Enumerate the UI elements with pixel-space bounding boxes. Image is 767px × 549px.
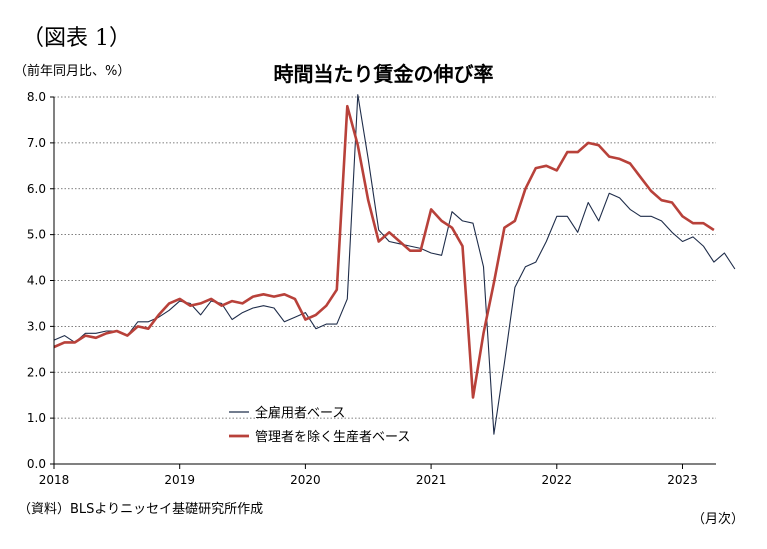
source-note: （資料）BLSよりニッセイ基礎研究所作成 — [18, 502, 264, 517]
y-tick-label: 4.0 — [27, 274, 46, 288]
series-lines — [53, 94, 736, 435]
grid-lines — [50, 96, 716, 465]
y-tick-label: 7.0 — [27, 136, 46, 150]
x-tick-label: 2019 — [164, 473, 195, 487]
y-tick-label: 5.0 — [27, 228, 46, 242]
y-tick-labels: 0.0 1.0 2.0 3.0 4.0 5.0 6.0 7.0 8.0 — [27, 90, 46, 471]
x-tick-labels: 2018 2019 2020 2021 2022 2023 — [39, 464, 698, 487]
chart-title: 時間当たり賃金の伸び率 — [273, 62, 494, 86]
y-tick-label: 2.0 — [27, 365, 46, 379]
x-tick-label: 2018 — [39, 473, 70, 487]
x-tick-label: 2022 — [542, 473, 573, 487]
x-tick-label: 2023 — [667, 473, 698, 487]
legend-label: 管理者を除く生産者ベース — [255, 429, 410, 445]
y-tick-label: 6.0 — [27, 182, 46, 196]
x-tick-label: 2021 — [416, 473, 447, 487]
y-tick-label: 0.0 — [27, 457, 46, 471]
figure-label: （図表 1） — [22, 26, 131, 51]
y-unit-label: （前年同月比、%） — [14, 64, 131, 79]
y-tick-label: 3.0 — [27, 319, 46, 333]
axes — [53, 97, 716, 465]
y-tick-label: 8.0 — [27, 90, 46, 104]
series-line-1 — [53, 94, 736, 435]
series-line-2 — [53, 104, 715, 399]
legend-label: 全雇用者ベース — [255, 405, 345, 421]
y-tick-label: 1.0 — [27, 411, 46, 425]
x-tick-label: 2020 — [290, 473, 321, 487]
x-unit-label: （月次） — [692, 512, 745, 527]
